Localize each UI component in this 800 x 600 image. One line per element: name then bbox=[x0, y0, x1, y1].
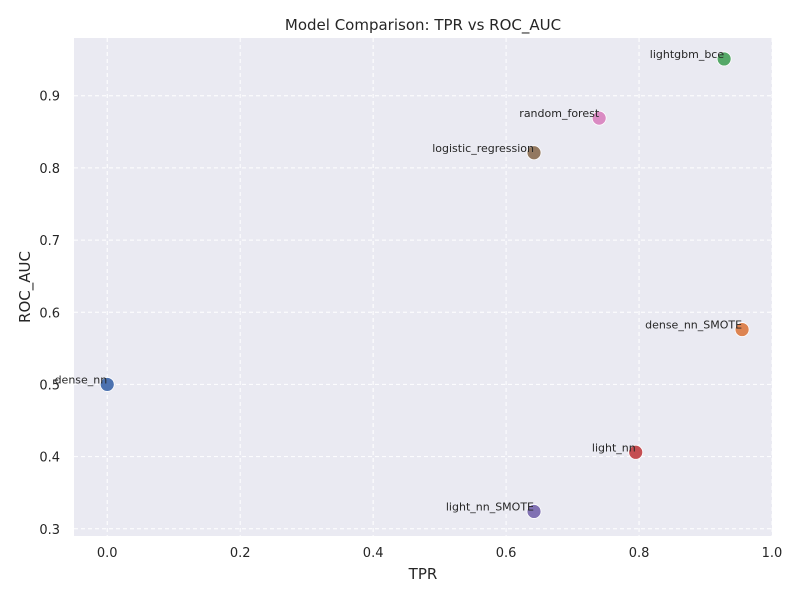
x-tick-label: 0.2 bbox=[230, 546, 251, 561]
data-point-lightgbm-bce bbox=[716, 51, 732, 67]
y-tick-label: 0.5 bbox=[39, 378, 60, 393]
y-tick-label: 0.7 bbox=[39, 234, 60, 249]
x-tick-label: 0.8 bbox=[629, 546, 650, 561]
y-tick-label: 0.9 bbox=[39, 90, 60, 105]
x-tick-label: 0.4 bbox=[363, 546, 384, 561]
x-tick-label: 0.0 bbox=[97, 546, 118, 561]
y-tick-label: 0.6 bbox=[39, 306, 60, 321]
x-tick-label: 1.0 bbox=[762, 546, 783, 561]
data-point-light-nn-SMOTE bbox=[526, 504, 542, 519]
data-point-random-forest bbox=[591, 110, 607, 126]
data-point-light-nn bbox=[628, 444, 644, 460]
data-point-dense-nn-SMOTE bbox=[734, 322, 750, 337]
x-axis-label: TPR bbox=[408, 565, 438, 583]
y-tick-label: 0.3 bbox=[39, 523, 60, 538]
data-point-logistic-regression bbox=[526, 145, 542, 161]
point-label: lightgbm_bce bbox=[650, 48, 725, 61]
point-label: dense_nn_SMOTE bbox=[645, 319, 742, 332]
plot-area bbox=[74, 38, 772, 536]
y-tick-label: 0.8 bbox=[39, 162, 60, 177]
point-label: dense_nn bbox=[55, 373, 108, 386]
point-label: light_nn_SMOTE bbox=[446, 500, 534, 513]
point-label: logistic_regression bbox=[432, 142, 534, 155]
point-label: light_nn bbox=[592, 441, 636, 454]
data-points: dense_nn dense_nn_SMOTE lightgbm_bce light_… bbox=[55, 48, 750, 519]
x-axis-ticks: 0.0 0.2 0.4 0.6 0.8 1.0 bbox=[97, 546, 782, 561]
chart-title: Model Comparison: TPR vs ROC_AUC bbox=[285, 16, 561, 35]
data-point-dense-nn bbox=[99, 377, 115, 392]
point-label: random_forest bbox=[519, 107, 600, 120]
x-tick-label: 0.6 bbox=[496, 546, 517, 561]
y-axis-label: ROC_AUC bbox=[16, 251, 35, 323]
y-axis-ticks: 0.3 0.4 0.5 0.6 0.7 0.8 0.9 bbox=[39, 90, 60, 538]
y-tick-label: 0.4 bbox=[39, 451, 60, 466]
